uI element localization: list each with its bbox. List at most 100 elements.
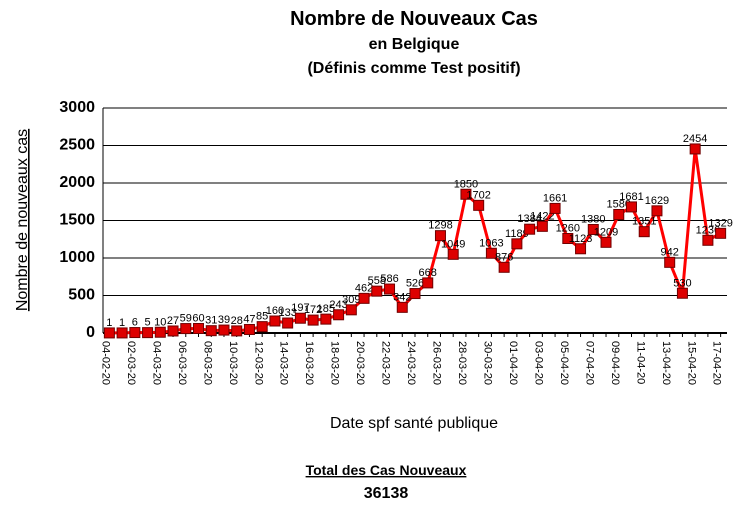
data-label: 876 (495, 251, 513, 263)
marker (473, 199, 485, 211)
x-tick-label: 26-03-20 (431, 341, 443, 385)
data-label: 1422 (530, 210, 554, 222)
data-label: 1351 (632, 216, 656, 228)
data-label: 309 (342, 294, 360, 306)
marker (434, 230, 446, 242)
chart-subtitle: en Belgique (369, 36, 460, 53)
marker (587, 224, 599, 235)
y-tick-label: 3000 (59, 99, 95, 116)
marker (549, 202, 561, 214)
total-label: Total des Cas Nouveaux (306, 462, 467, 478)
x-tick-label: 06-03-20 (176, 341, 188, 385)
x-tick-label: 17-04-20 (711, 341, 723, 385)
data-label: 59 (180, 313, 192, 325)
x-tick-label: 15-04-20 (685, 341, 697, 385)
marker (638, 226, 650, 238)
marker (282, 317, 294, 329)
data-label: 60 (192, 313, 204, 325)
marker (613, 209, 625, 220)
marker (205, 325, 217, 337)
marker (600, 236, 612, 248)
marker (625, 201, 637, 213)
marker (396, 301, 408, 313)
marker (320, 313, 332, 325)
marker (498, 261, 510, 273)
data-label: 39 (218, 314, 230, 326)
total-value: 36138 (364, 485, 409, 502)
data-label: 1681 (619, 191, 643, 203)
y-axis-label: Nombre de nouveaux cas (14, 129, 31, 311)
marker (664, 256, 676, 268)
x-tick-label: 16-03-20 (303, 341, 315, 385)
data-label: 1 (119, 317, 125, 329)
data-label: 1 (106, 317, 112, 329)
x-tick-label: 08-03-20 (201, 341, 213, 385)
marker (307, 314, 319, 326)
marker (447, 248, 459, 260)
marker (715, 227, 727, 239)
data-label: 586 (380, 273, 398, 285)
x-tick-label: 07-04-20 (583, 341, 595, 385)
marker (231, 325, 243, 337)
y-tick-label: 1500 (59, 212, 95, 229)
marker (536, 220, 548, 232)
x-tick-label: 09-04-20 (609, 341, 621, 385)
data-label: 1260 (556, 223, 580, 235)
data-label: 28 (231, 315, 243, 327)
chart-subtitle: (Définis comme Test positif) (307, 60, 520, 77)
data-label: 668 (419, 267, 437, 279)
marker (384, 283, 396, 295)
data-label: 942 (661, 246, 679, 258)
marker (294, 312, 306, 324)
x-tick-label: 04-03-20 (150, 341, 162, 385)
x-tick-label: 24-03-20 (405, 341, 417, 385)
marker (333, 309, 345, 321)
data-label: 27 (167, 315, 179, 327)
x-tick-label: 12-03-20 (252, 341, 264, 385)
data-label: 243 (329, 299, 347, 311)
data-label: 2454 (683, 133, 707, 145)
data-label: 1661 (543, 192, 567, 204)
data-label: 6 (132, 317, 138, 329)
data-label: 558 (368, 275, 386, 287)
series-line (109, 147, 722, 335)
marker (358, 292, 370, 304)
x-axis-label: Date spf santé publique (330, 415, 498, 432)
data-label: 31 (205, 315, 217, 327)
data-label: 85 (256, 311, 268, 323)
data-label: 526 (406, 278, 424, 290)
marker (269, 315, 281, 327)
marker (243, 323, 255, 335)
chart-title: Nombre de Nouveaux Cas (290, 8, 538, 30)
data-label: 1063 (479, 237, 503, 249)
x-tick-label: 02-03-20 (125, 341, 137, 385)
marker (218, 324, 230, 336)
data-label: 10 (154, 316, 166, 328)
x-tick-label: 01-04-20 (507, 341, 519, 385)
data-label: 172 (304, 304, 322, 316)
data-label: 1123 (569, 233, 593, 245)
x-tick-label: 03-04-20 (532, 341, 544, 385)
marker (524, 223, 536, 235)
marker (154, 326, 166, 338)
marker (702, 234, 714, 246)
marker (422, 277, 434, 289)
data-label: 1236 (696, 224, 720, 236)
marker (193, 323, 205, 334)
marker (460, 188, 472, 200)
data-label: 1049 (441, 238, 465, 250)
x-tick-label: 04-02-20 (99, 341, 111, 385)
x-tick-label: 11-04-20 (634, 341, 646, 384)
x-tick-label: 14-03-20 (278, 341, 290, 385)
y-tick-label: 2000 (59, 174, 95, 191)
marker (371, 285, 383, 297)
data-label: 1702 (466, 189, 490, 201)
data-label: 530 (673, 277, 691, 289)
data-label: 133 (278, 307, 296, 319)
marker (511, 238, 523, 250)
x-tick-label: 13-04-20 (660, 341, 672, 385)
data-label: 342 (393, 291, 411, 303)
data-label: 1629 (645, 195, 669, 207)
marker (689, 143, 701, 155)
